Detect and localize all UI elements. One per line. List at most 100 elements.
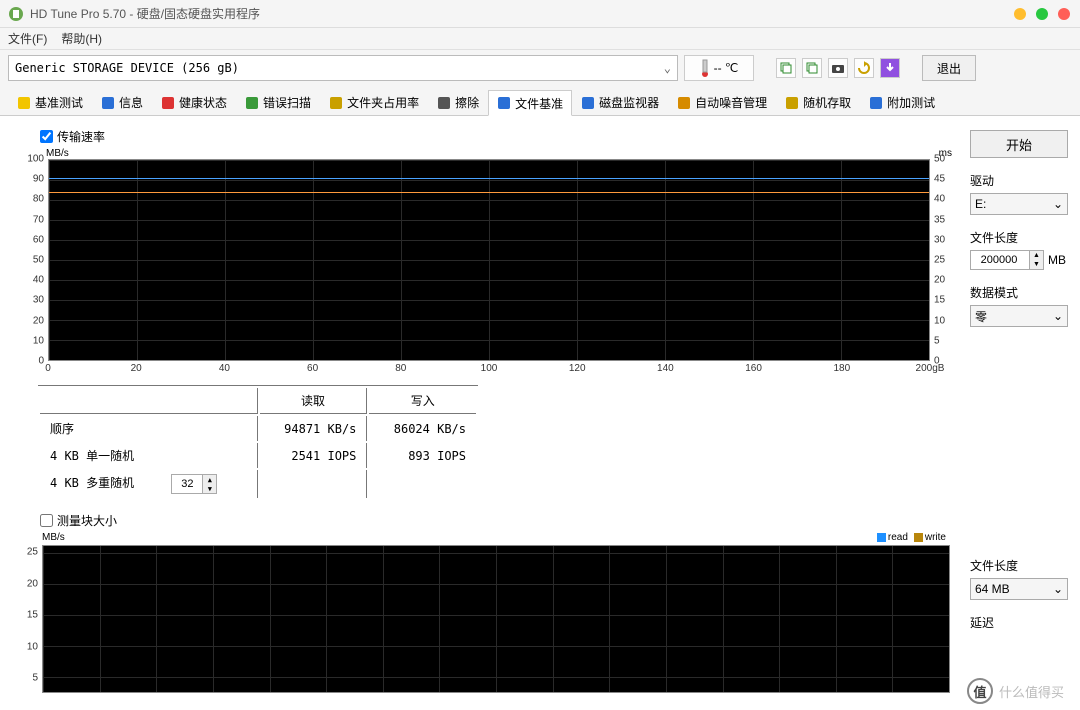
step-up-icon[interactable]: ▲ [1030, 251, 1043, 260]
transfer-checkbox[interactable] [40, 130, 53, 143]
tab-信息[interactable]: 信息 [92, 89, 152, 115]
tab-icon [437, 96, 451, 110]
chevron-down-icon: ⌄ [1053, 582, 1063, 596]
window-title: HD Tune Pro 5.70 - 硬盘/固态硬盘实用程序 [30, 5, 260, 22]
results-table: 读取 写入 顺序 94871 KB/s 86024 KB/s 4 KB 单一随机… [38, 385, 478, 500]
results-cell: 2541 IOPS [260, 443, 368, 468]
legend-item: read [877, 532, 908, 543]
tab-擦除[interactable]: 擦除 [428, 89, 488, 115]
tab-icon [245, 96, 259, 110]
app-icon [8, 6, 24, 22]
transfer-checkbox-row: 传输速率 [40, 128, 958, 145]
tab-icon [677, 96, 691, 110]
tab-icon [581, 96, 595, 110]
tab-icon [161, 96, 175, 110]
thermometer-icon [700, 58, 710, 78]
start-button[interactable]: 开始 [970, 130, 1068, 158]
mode-label: 数据模式 [970, 284, 1068, 301]
multi-stepper[interactable]: ▲▼ [171, 474, 217, 494]
chart2-legend: read write [877, 532, 946, 543]
tab-文件夹占用率[interactable]: 文件夹占用率 [320, 89, 428, 115]
results-col-read: 读取 [260, 388, 368, 414]
filelen-label: 文件长度 [970, 229, 1068, 246]
exit-button[interactable]: 退出 [922, 55, 976, 81]
screenshot-icon[interactable] [828, 58, 848, 78]
filelen-unit: MB [1048, 253, 1066, 267]
blocksize-checkbox-row: 测量块大小 [40, 512, 958, 529]
blocksize-chart: MB/s read write 252015105 [12, 533, 958, 693]
mode-select[interactable]: 零⌄ [970, 305, 1068, 327]
chevron-down-icon: ⌄ [1053, 309, 1063, 323]
filelen2-select[interactable]: 64 MB⌄ [970, 578, 1068, 600]
drive-label: 驱动 [970, 172, 1068, 189]
results-col-write: 写入 [369, 388, 476, 414]
maximize-button[interactable] [1036, 8, 1048, 20]
titlebar: HD Tune Pro 5.70 - 硬盘/固态硬盘实用程序 [0, 0, 1080, 28]
minimize-button[interactable] [1014, 8, 1026, 20]
menu-file[interactable]: 文件(F) [8, 30, 47, 47]
tab-自动噪音管理[interactable]: 自动噪音管理 [668, 89, 776, 115]
copy-icon[interactable] [776, 58, 796, 78]
delay-label: 延迟 [970, 614, 1068, 631]
tab-icon [785, 96, 799, 110]
step-up-icon[interactable]: ▲ [203, 475, 216, 484]
side-panel: 开始 驱动 E:⌄ 文件长度 ▲▼ MB 数据模式 零⌄ 文件长度 64 MB⌄… [958, 124, 1068, 710]
tab-文件基准[interactable]: 文件基准 [488, 90, 572, 116]
device-name: Generic STORAGE DEVICE (256 gB) [15, 61, 239, 75]
transfer-checkbox-label: 传输速率 [57, 128, 105, 145]
results-cell: 893 IOPS [369, 443, 476, 468]
window-controls [1014, 8, 1070, 20]
device-select[interactable]: Generic STORAGE DEVICE (256 gB) ⌄ [8, 55, 678, 81]
tab-健康状态[interactable]: 健康状态 [152, 89, 236, 115]
tab-基准测试[interactable]: 基准测试 [8, 89, 92, 115]
temperature-display: -- ℃ [684, 55, 754, 81]
refresh-icon[interactable] [854, 58, 874, 78]
drive-select[interactable]: E:⌄ [970, 193, 1068, 215]
copy2-icon[interactable] [802, 58, 822, 78]
chevron-down-icon: ⌄ [664, 61, 671, 75]
results-cell: 86024 KB/s [369, 416, 476, 441]
multi-value[interactable] [172, 475, 202, 493]
chart1-canvas [48, 159, 930, 361]
menu-help[interactable]: 帮助(H) [61, 30, 102, 47]
tab-磁盘监视器[interactable]: 磁盘监视器 [572, 89, 668, 115]
chart1-y-left: 1009080706050403020100 [12, 159, 46, 361]
tab-icon [329, 96, 343, 110]
temperature-value: -- ℃ [714, 61, 739, 75]
watermark-badge: 值 [967, 678, 993, 704]
blocksize-checkbox-label: 测量块大小 [57, 512, 117, 529]
close-button[interactable] [1058, 8, 1070, 20]
filelen2-label: 文件长度 [970, 557, 1068, 574]
tab-随机存取[interactable]: 随机存取 [776, 89, 860, 115]
tab-错误扫描[interactable]: 错误扫描 [236, 89, 320, 115]
download-icon[interactable] [880, 58, 900, 78]
filelen-stepper[interactable]: ▲▼ [970, 250, 1044, 270]
step-down-icon[interactable]: ▼ [1030, 260, 1043, 269]
tabbar: 基准测试信息健康状态错误扫描文件夹占用率擦除文件基准磁盘监视器自动噪音管理随机存… [0, 86, 1080, 116]
tab-附加测试[interactable]: 附加测试 [860, 89, 944, 115]
chart2-y-left: 252015105 [12, 545, 40, 693]
chart1-y-right: 50454035302520151050 [932, 159, 958, 361]
legend-item: write [914, 532, 946, 543]
chevron-down-icon: ⌄ [1053, 197, 1063, 211]
chart2-canvas [42, 545, 950, 693]
results-cell: 94871 KB/s [260, 416, 368, 441]
tab-icon [101, 96, 115, 110]
filelen-input[interactable] [971, 251, 1029, 269]
chart1-unit-left: MB/s [46, 148, 69, 159]
menubar: 文件(F) 帮助(H) [0, 28, 1080, 50]
tab-icon [869, 96, 883, 110]
toolbar: Generic STORAGE DEVICE (256 gB) ⌄ -- ℃ 退… [0, 50, 1080, 86]
transfer-chart: MB/s ms 1009080706050403020100 504540353… [12, 149, 958, 379]
results-row-label: 顺序 [40, 416, 258, 441]
results-multi-label: 4 KB 多重随机 ▲▼ [40, 470, 258, 498]
tab-icon [17, 96, 31, 110]
watermark-text: 什么值得买 [999, 682, 1064, 701]
chart1-x-axis: 020406080100120140160180200gB [48, 363, 930, 379]
content-area: 传输速率 MB/s ms 1009080706050403020100 5045… [0, 116, 1080, 710]
tab-icon [497, 96, 511, 110]
step-down-icon[interactable]: ▼ [203, 484, 216, 493]
results-row-label: 4 KB 单一随机 [40, 443, 258, 468]
chart2-unit-left: MB/s [42, 532, 65, 543]
blocksize-checkbox[interactable] [40, 514, 53, 527]
